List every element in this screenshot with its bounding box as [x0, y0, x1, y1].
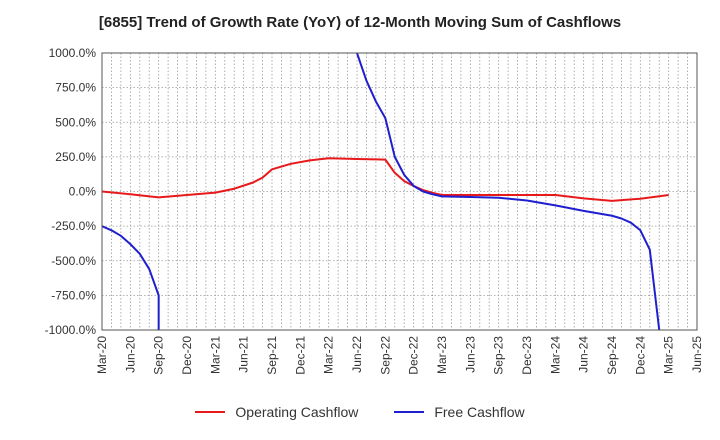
x-tick-label: Dec-20: [180, 336, 194, 375]
y-tick-label: -1000.0%: [45, 323, 97, 337]
x-tick-label: Dec-24: [633, 336, 647, 375]
y-tick-label: -750.0%: [51, 288, 96, 302]
y-tick-label: 0.0%: [69, 185, 97, 199]
legend-item-operating-cashflow: Operating Cashflow: [195, 404, 358, 420]
plot-border: [101, 52, 698, 331]
legend-label-free-cashflow: Free Cashflow: [434, 404, 525, 420]
y-tick-label: -500.0%: [51, 254, 96, 268]
x-tick-label: Jun-21: [237, 336, 251, 373]
legend-swatch-free-cashflow: [394, 411, 425, 413]
legend-item-free-cashflow: Free Cashflow: [394, 404, 525, 420]
x-tick-label: Mar-25: [662, 336, 676, 374]
x-tick-label: Jun-23: [463, 336, 477, 373]
x-tick-label: Dec-22: [407, 336, 421, 375]
x-tick-label: Mar-23: [435, 336, 449, 374]
legend: Operating Cashflow Free Cashflow: [0, 404, 720, 420]
x-tick-label: Jun-20: [123, 336, 137, 373]
x-tick-label: Mar-20: [95, 336, 109, 374]
legend-swatch-operating-cashflow: [195, 411, 226, 413]
x-tick-label: Mar-22: [322, 336, 336, 374]
x-tick-label: Mar-21: [208, 336, 222, 374]
x-tick-label: Dec-21: [293, 336, 307, 375]
y-tick-label: 250.0%: [55, 150, 96, 164]
grid-layer: [101, 52, 698, 331]
x-tick-label: Sep-22: [378, 336, 392, 375]
axis-layer: [101, 52, 698, 331]
series-layer: [102, 53, 669, 330]
y-tick-label: -250.0%: [51, 219, 96, 233]
x-tick-label: Sep-20: [152, 336, 166, 375]
x-tick-label: Jun-25: [690, 336, 704, 373]
chart-title: [6855] Trend of Growth Rate (YoY) of 12-…: [98, 14, 622, 31]
legend-label-operating-cashflow: Operating Cashflow: [235, 404, 359, 420]
y-tick-label: 1000.0%: [49, 46, 97, 60]
series-line-free-cashflow: [102, 53, 661, 330]
x-tick-label: Sep-21: [265, 336, 279, 375]
x-tick-label: Sep-23: [492, 336, 506, 375]
x-tick-label: Dec-23: [520, 336, 534, 375]
x-tick-label: Mar-24: [548, 336, 562, 374]
y-tick-label: 750.0%: [55, 81, 96, 95]
x-tick-label: Sep-24: [605, 336, 619, 375]
series-line-operating-cashflow: [102, 157, 669, 202]
x-tick-label: Jun-24: [577, 336, 591, 373]
label-layer: 1000.0% 750.0% 500.0% 250.0% 0.0% -250.0% -500…: [45, 46, 704, 375]
x-tick-label: Jun-22: [350, 336, 364, 373]
y-tick-label: 500.0%: [55, 115, 96, 129]
